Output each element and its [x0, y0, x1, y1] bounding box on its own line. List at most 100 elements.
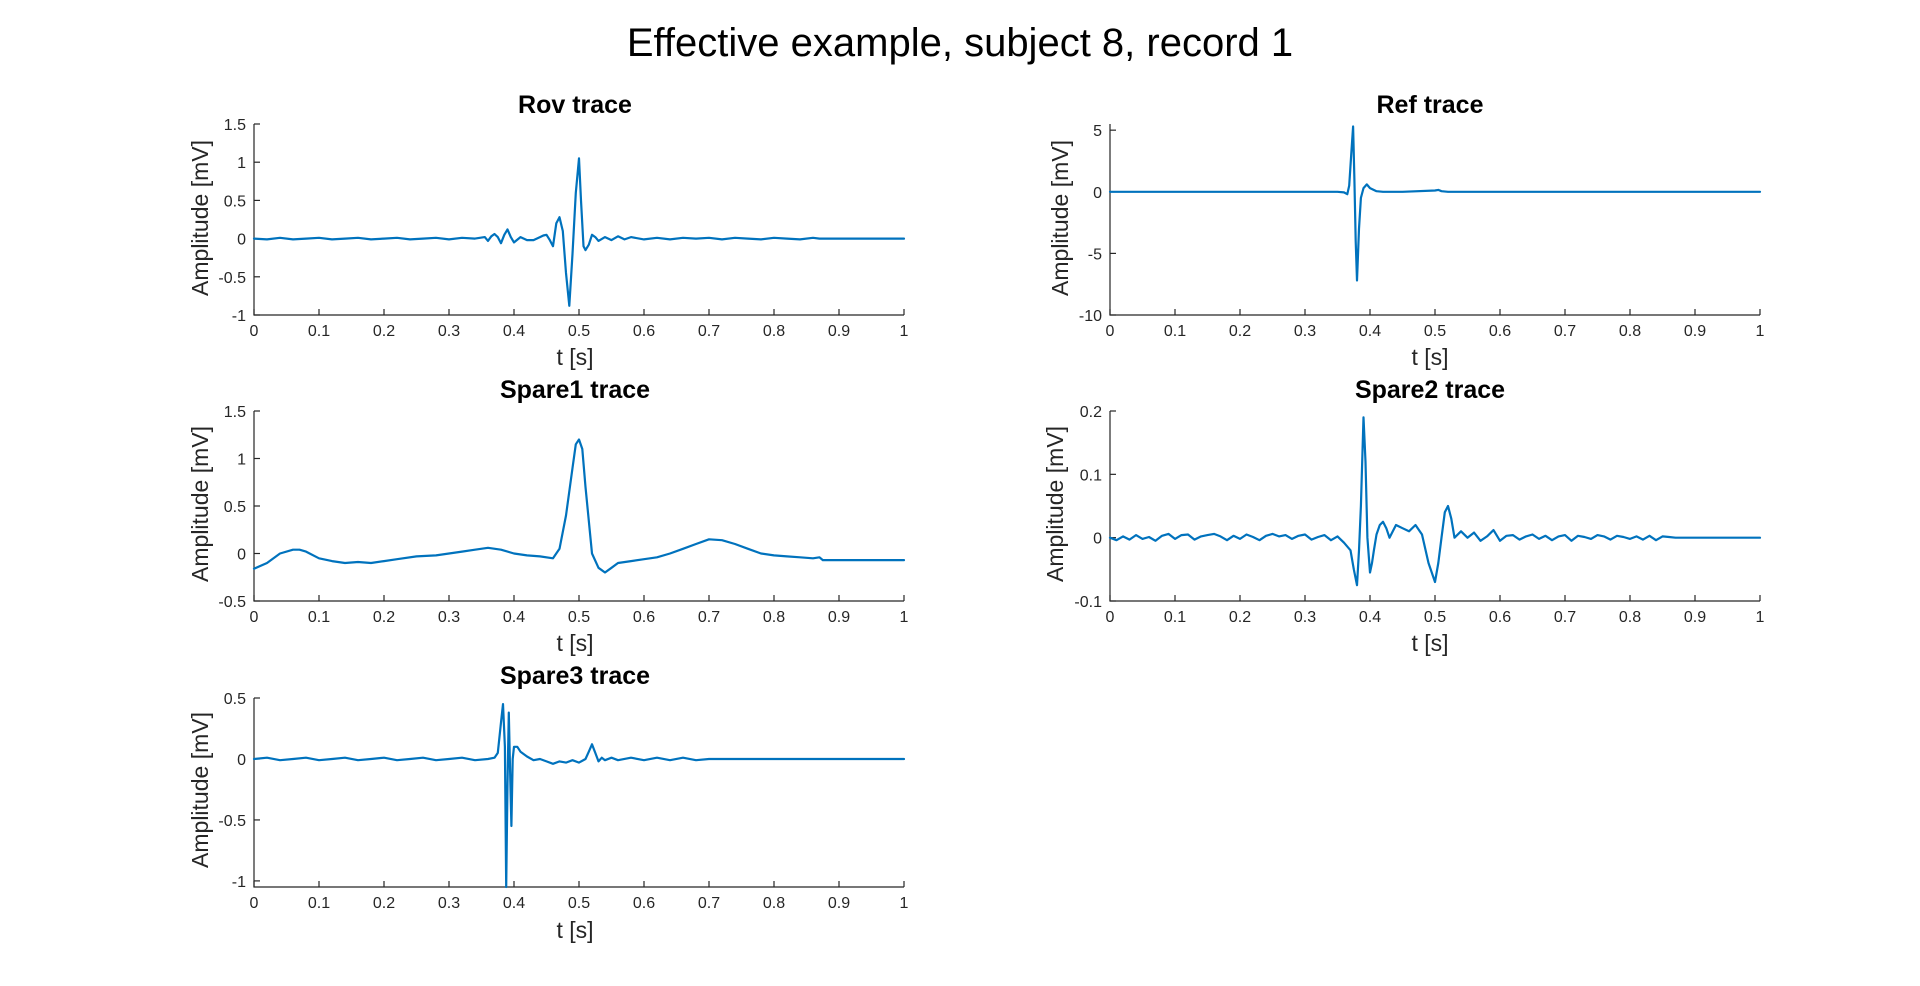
panel-rov-trace: Rov trace 0 0.1 0.2 0.3 0.4 0.5 0.6 0.7 0.8 0.9 1 -…: [187, 91, 909, 370]
x-tick-label: 0.3: [438, 609, 460, 626]
x-tick-label: 0.3: [438, 323, 460, 340]
y-tick-label: 0: [1093, 531, 1102, 548]
figure-title: Effective example, subject 8, record 1: [627, 21, 1293, 65]
axes-box: [253, 124, 904, 316]
panel-spare3-trace: Spare3 trace 0 0.1 0.2 0.3 0.4 0.5 0.6 0.7 0.8 0.…: [187, 662, 909, 943]
y-tick-label: 0: [1093, 185, 1102, 202]
x-tick-label: 0.7: [698, 609, 720, 626]
x-tick-label: 1: [900, 895, 909, 912]
y-tick-label: 0: [237, 547, 246, 564]
y-tick-label: -0.1: [1074, 594, 1102, 611]
x-tick-label: 0.2: [373, 895, 395, 912]
x-tick-label: 0.2: [1229, 323, 1251, 340]
x-tick-label: 0.9: [828, 323, 850, 340]
x-tick-label: 0.3: [1294, 609, 1316, 626]
y-axis-label: Amplitude [mV]: [187, 712, 213, 868]
y-tick-label: 0: [237, 232, 246, 249]
y-tick-label: 1.5: [224, 404, 246, 421]
y-tick-label: -1: [232, 308, 246, 325]
axis-ticks: 0 0.1 0.2 0.3 0.4 0.5 0.6 0.7 0.8 0.9 1-0.500.511.…: [218, 404, 908, 626]
y-tick-label: 0.5: [224, 193, 246, 210]
x-tick-label: 0.1: [1164, 323, 1186, 340]
panel-ref-trace: Ref trace 0 0.1 0.2 0.3 0.4 0.5 0.6 0.7 0.8 0.9 1 -…: [1047, 91, 1765, 370]
x-tick-label: 0.1: [308, 895, 330, 912]
y-tick-label: -0.5: [218, 270, 246, 287]
axis-ticks: 0 0.1 0.2 0.3 0.4 0.5 0.6 0.7 0.8 0.9 1 -1 -0.5 0 0.5: [218, 691, 908, 912]
x-tick-label: 0.5: [1424, 609, 1446, 626]
y-tick-label: 0.5: [224, 499, 246, 516]
x-tick-label: 0.5: [568, 323, 590, 340]
x-axis-label: t [s]: [1411, 630, 1448, 656]
y-axis-label: Amplitude [mV]: [1042, 426, 1068, 582]
x-tick-label: 0.1: [308, 609, 330, 626]
y-tick-label: -0.5: [218, 813, 246, 830]
x-tick-label: 0.2: [1229, 609, 1251, 626]
panel-title: Spare3 trace: [500, 662, 650, 690]
x-tick-label: 0.9: [828, 609, 850, 626]
x-tick-label: 0.4: [1359, 609, 1381, 626]
x-tick-label: 0.6: [1489, 609, 1511, 626]
x-tick-label: 1: [1756, 609, 1765, 626]
y-tick-label: 1.5: [224, 117, 246, 134]
x-tick-label: 0.7: [698, 323, 720, 340]
axes-box: [253, 411, 904, 602]
x-tick-label: 0.3: [438, 895, 460, 912]
y-tick-label: 5: [1093, 123, 1102, 140]
trace-line: [252, 703, 906, 889]
x-tick-label: 0.5: [1424, 323, 1446, 340]
x-tick-label: 0: [1106, 323, 1115, 340]
panel-title: Spare2 trace: [1355, 376, 1505, 404]
axes-box: [253, 698, 904, 888]
x-tick-label: 0.8: [763, 895, 785, 912]
x-tick-label: 0.7: [698, 895, 720, 912]
y-tick-label: -1: [232, 874, 246, 891]
x-axis-label: t [s]: [556, 917, 593, 943]
x-tick-label: 0.2: [373, 609, 395, 626]
x-axis-label: t [s]: [556, 344, 593, 370]
y-tick-label: 1: [237, 155, 246, 172]
panel-title: Spare1 trace: [500, 376, 650, 404]
x-tick-label: 0.2: [373, 323, 395, 340]
x-tick-label: 0: [250, 895, 259, 912]
trace-line: [1108, 125, 1762, 282]
x-tick-label: 0.1: [1164, 609, 1186, 626]
x-tick-label: 0.4: [503, 895, 525, 912]
x-tick-label: 0: [1106, 609, 1115, 626]
axes-box: [1109, 124, 1760, 316]
x-tick-label: 1: [900, 323, 909, 340]
x-tick-label: 0.4: [503, 609, 525, 626]
trace-line: [1108, 416, 1762, 587]
y-tick-label: 0: [237, 752, 246, 769]
x-tick-label: 0.1: [308, 323, 330, 340]
x-tick-label: 0: [250, 609, 259, 626]
y-axis-label: Amplitude [mV]: [187, 426, 213, 582]
y-tick-label: 0.5: [224, 691, 246, 708]
axis-ticks: 0 0.1 0.2 0.3 0.4 0.5 0.6 0.7 0.8 0.9 1 -10 -5 0 5: [1079, 123, 1765, 340]
x-tick-label: 0.4: [503, 323, 525, 340]
x-tick-label: 0.8: [763, 323, 785, 340]
trace-line: [252, 157, 906, 307]
panel-title: Ref trace: [1377, 91, 1484, 119]
x-tick-label: 0.6: [633, 895, 655, 912]
x-tick-label: 0.8: [1619, 323, 1641, 340]
x-tick-label: 0.4: [1359, 323, 1381, 340]
x-tick-label: 0.9: [1684, 609, 1706, 626]
x-tick-label: 0.8: [1619, 609, 1641, 626]
trace-line: [252, 438, 906, 574]
x-tick-label: 0: [250, 323, 259, 340]
x-tick-label: 1: [900, 609, 909, 626]
y-axis-label: Amplitude [mV]: [1047, 140, 1073, 296]
x-tick-label: 0.9: [1684, 323, 1706, 340]
x-tick-label: 0.7: [1554, 609, 1576, 626]
x-tick-label: 0.5: [568, 895, 590, 912]
y-tick-label: 1: [237, 452, 246, 469]
x-tick-label: 0.6: [633, 323, 655, 340]
y-tick-label: 0.1: [1080, 467, 1102, 484]
y-tick-label: 0.2: [1080, 404, 1102, 421]
y-tick-label: -5: [1088, 246, 1102, 263]
y-axis-label: Amplitude [mV]: [187, 140, 213, 296]
x-tick-label: 0.3: [1294, 323, 1316, 340]
y-tick-label: -0.5: [218, 594, 246, 611]
